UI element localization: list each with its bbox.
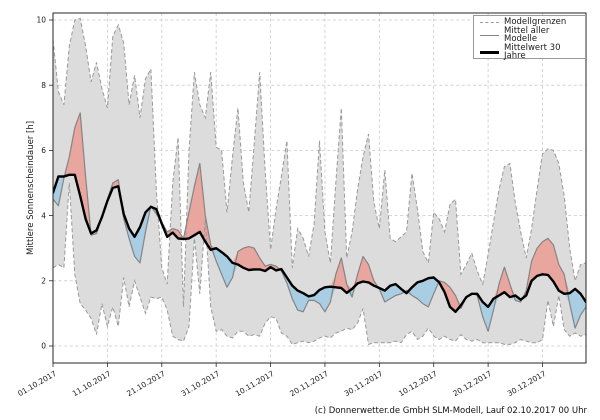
legend-label: Modellgrenzen xyxy=(504,17,567,27)
y-axis: 0 2 4 6 8 10 xyxy=(36,16,53,351)
model-lower-bound-line xyxy=(53,182,586,346)
y-tick-label: 4 xyxy=(41,211,46,220)
model-range-band xyxy=(53,18,586,345)
y-axis-label: Mittlere Sonnenscheindauer [h] xyxy=(26,120,36,256)
dashed-line-icon xyxy=(480,21,499,23)
y-tick-label: 8 xyxy=(41,81,46,90)
y-tick-label: 6 xyxy=(41,146,46,155)
y-tick-label: 0 xyxy=(41,342,46,351)
x-tick-label: 10.11.2017 xyxy=(234,369,276,398)
y-tick-label: 2 xyxy=(41,277,46,286)
model-mean-line xyxy=(53,112,586,332)
below-normal-fill xyxy=(53,174,586,332)
model-upper-bound-line xyxy=(53,17,586,307)
legend-label: Mittelwert 30 Jahre xyxy=(504,42,561,61)
x-axis: 01.10.2017 11.10.2017 21.10.2017 31.10.2017… xyxy=(16,363,548,398)
legend-item-mittel-aller-modelle: Mittel aller Modelle xyxy=(480,25,579,44)
y-tick-label: 10 xyxy=(36,16,46,25)
x-tick-label: 10.12.2017 xyxy=(397,369,439,398)
x-tick-label: 20.12.2017 xyxy=(451,369,493,398)
x-tick-label: 20.11.2017 xyxy=(288,369,330,398)
climate-mean-line xyxy=(53,173,586,313)
legend-item-mittelwert-30-jahre: Mittelwert 30 Jahre xyxy=(480,42,579,61)
x-tick-label: 21.10.2017 xyxy=(125,369,167,398)
x-tick-label: 31.10.2017 xyxy=(179,369,221,398)
legend-label: Mittel aller Modelle xyxy=(504,25,550,44)
x-tick-label: 11.10.2017 xyxy=(71,369,113,398)
copyright-caption: (c) Donnerwetter.de GmbH SLM-Modell, Lau… xyxy=(314,406,587,416)
x-tick-label: 30.11.2017 xyxy=(343,369,385,398)
x-tick-label: 01.10.2017 xyxy=(16,369,58,398)
plot-border xyxy=(52,12,587,364)
thick-line-icon xyxy=(480,50,499,54)
legend: Modellgrenzen Mittel aller Modelle Mitte… xyxy=(473,15,586,61)
x-tick-label: 30.12.2017 xyxy=(506,369,548,398)
legend-item-modellgrenzen: Modellgrenzen xyxy=(480,18,579,27)
thin-line-icon xyxy=(480,34,499,36)
